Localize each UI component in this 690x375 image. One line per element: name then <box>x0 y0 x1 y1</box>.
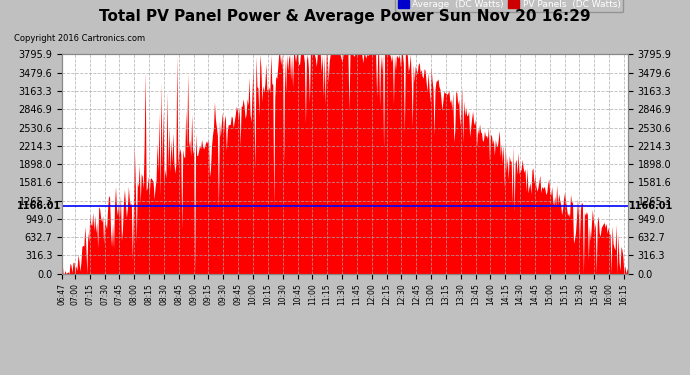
Legend: Average  (DC Watts), PV Panels  (DC Watts): Average (DC Watts), PV Panels (DC Watts) <box>395 0 623 12</box>
Text: Total PV Panel Power & Average Power Sun Nov 20 16:29: Total PV Panel Power & Average Power Sun… <box>99 9 591 24</box>
Text: 1166.01: 1166.01 <box>17 201 61 211</box>
Text: 1166.01: 1166.01 <box>629 201 673 211</box>
Text: Copyright 2016 Cartronics.com: Copyright 2016 Cartronics.com <box>14 34 145 43</box>
